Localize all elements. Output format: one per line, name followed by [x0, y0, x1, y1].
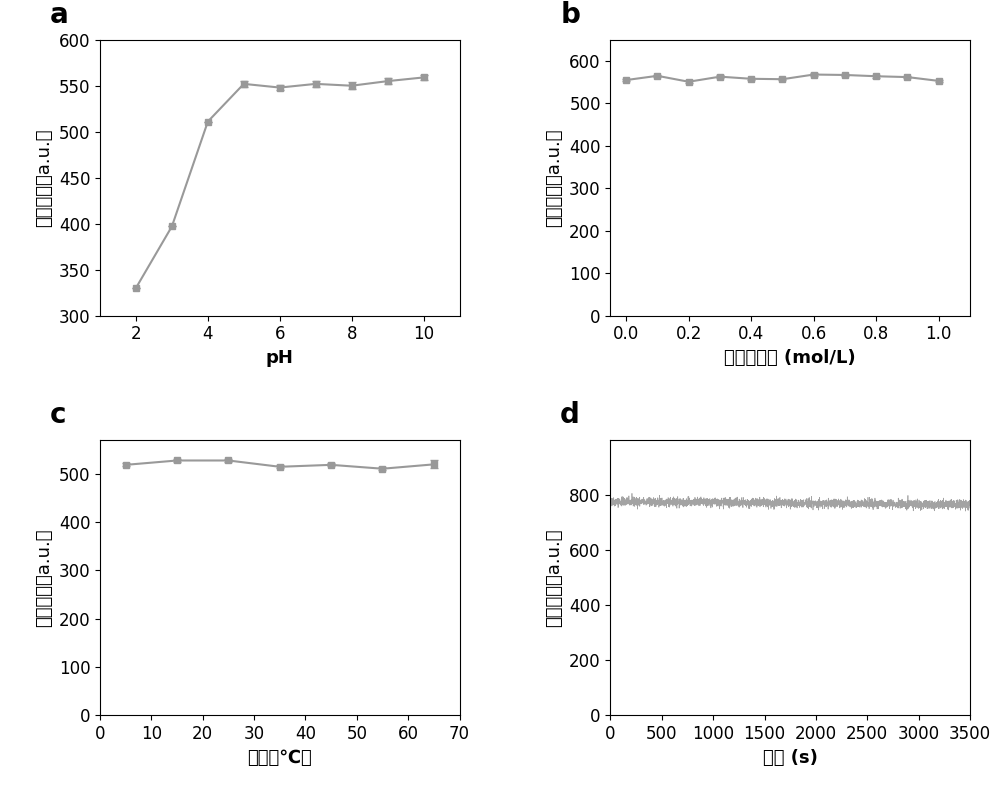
Y-axis label: 荧光强度（a.u.）: 荧光强度（a.u.） — [35, 529, 53, 626]
X-axis label: 温度（℃）: 温度（℃） — [247, 749, 312, 767]
X-axis label: 时间 (s): 时间 (s) — [763, 749, 818, 767]
X-axis label: 钓离子浓度 (mol/L): 钓离子浓度 (mol/L) — [724, 349, 856, 366]
Y-axis label: 荧光强度（a.u.）: 荧光强度（a.u.） — [546, 529, 564, 626]
Y-axis label: 荧光强度（a.u.）: 荧光强度（a.u.） — [35, 129, 53, 227]
Text: c: c — [50, 401, 66, 429]
Y-axis label: 荧光强度（a.u.）: 荧光强度（a.u.） — [546, 129, 564, 227]
Text: d: d — [560, 401, 580, 429]
X-axis label: pH: pH — [266, 349, 294, 366]
Text: b: b — [560, 1, 580, 29]
Text: a: a — [50, 1, 68, 29]
